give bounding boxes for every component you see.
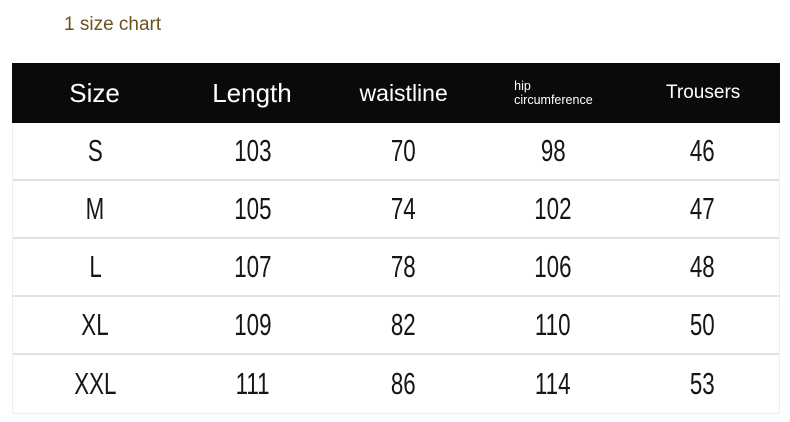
header-waistline: waistline [359, 79, 448, 106]
cell-length: 103 [233, 133, 271, 168]
cell-waistline: 70 [391, 133, 417, 168]
cell-hip: 102 [534, 191, 572, 226]
cell-waistline: 86 [391, 366, 417, 401]
table-row-m: M 105 74 102 47 [13, 181, 779, 239]
cell-hip: 110 [535, 307, 571, 342]
header-size: Size [69, 77, 120, 108]
cell-trousers: 47 [689, 191, 715, 226]
cell-length: 109 [233, 307, 271, 342]
hip-label-line2: circumference [514, 93, 593, 107]
table-header-row: Size Length waistline hip circumference … [12, 63, 780, 123]
table-row-xxl: XXL 111 86 114 53 [13, 355, 779, 413]
cell-hip: 114 [535, 366, 571, 401]
cell-hip: 106 [534, 249, 572, 284]
cell-length: 111 [235, 366, 270, 401]
header-length: Length [212, 77, 292, 108]
page-title: 1 size chart [64, 14, 162, 35]
cell-trousers: 46 [689, 133, 715, 168]
cell-waistline: 78 [391, 249, 417, 284]
cell-waistline: 74 [391, 191, 417, 226]
cell-waistline: 82 [391, 307, 417, 342]
cell-size: XL [81, 307, 109, 342]
hip-circumference-label: hip circumference [514, 79, 593, 108]
cell-length: 105 [233, 191, 271, 226]
cell-size: S [87, 133, 103, 168]
cell-hip: 98 [540, 133, 566, 168]
cell-trousers: 48 [689, 249, 715, 284]
header-hip-circumference: hip circumference [480, 79, 626, 108]
cell-size: M [86, 191, 105, 226]
cell-trousers: 53 [689, 366, 715, 401]
table-row-l: L 107 78 106 48 [13, 239, 779, 297]
hip-label-line1: hip [514, 78, 531, 93]
table-row-s: S 103 70 98 46 [13, 123, 779, 181]
cell-size: L [89, 249, 102, 284]
table-row-xl: XL 109 82 110 50 [13, 297, 779, 355]
cell-trousers: 50 [689, 307, 715, 342]
header-trousers: Trousers [666, 82, 741, 103]
cell-size: XXL [74, 366, 117, 401]
table-body: S 103 70 98 46 M 105 74 102 47 L 107 78 … [12, 123, 780, 414]
size-chart-table: Size Length waistline hip circumference … [12, 63, 780, 414]
cell-length: 107 [233, 249, 271, 284]
